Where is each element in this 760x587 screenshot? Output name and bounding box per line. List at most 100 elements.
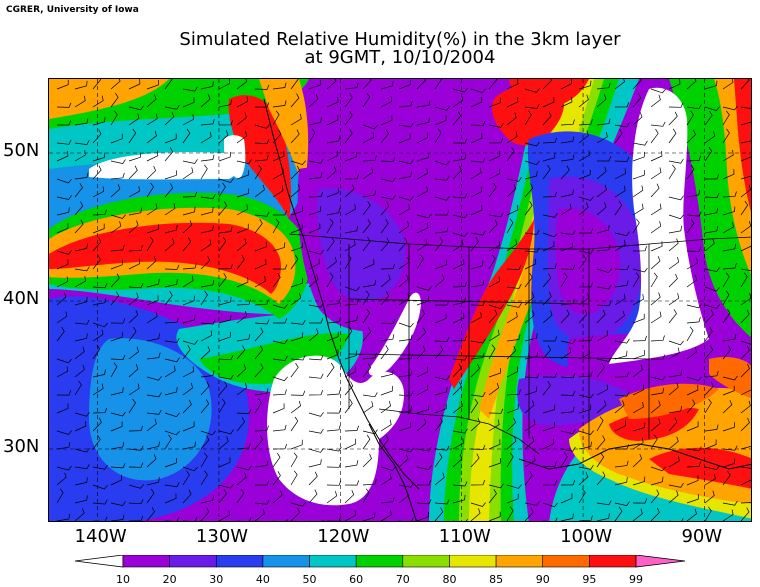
legend-box [542,555,590,568]
wind-barb [686,258,698,270]
wind-barb [308,428,324,434]
wind-barb [236,364,247,378]
wind-barb [128,309,139,324]
wind-barb [272,443,288,450]
wind-barb [146,130,157,144]
wind-barb [488,458,501,468]
wind-barb [632,140,648,146]
wind-barb [326,491,338,504]
wind-barb [164,224,178,234]
wind-barb [56,139,72,145]
wind-barb [722,375,738,381]
wind-barb [668,225,683,234]
wind-barb [146,295,159,306]
wind-barb [452,312,465,324]
wind-barb [686,461,701,468]
wind-barb [272,389,287,396]
wind-barb [344,93,353,108]
wind-barb [218,483,234,489]
wind-barb [398,196,414,201]
wind-barb [398,221,410,234]
wind-barb [614,391,630,397]
wind-barb [434,452,443,468]
wind-barb [722,509,734,521]
wind-barb [650,418,661,432]
wind-barb [632,294,644,306]
wind-barb [200,507,210,521]
wind-barb [560,373,576,379]
wind-barb [686,155,701,162]
wind-barb [380,96,393,108]
wind-barb [506,452,514,468]
wind-barb [74,296,88,306]
wind-barb [236,383,248,396]
wind-barb [362,279,377,288]
wind-barb [92,152,106,162]
wind-barb [380,509,392,521]
wind-barb [272,129,282,144]
wind-barb [308,79,321,90]
wind-barb [632,203,644,216]
wind-barb [362,392,378,398]
wind-barb [650,121,666,127]
wind-barb [686,246,702,252]
wind-barb [344,480,360,486]
wind-barb [344,82,359,90]
wind-barb [470,312,482,324]
wind-barb [686,346,697,360]
wind-barb [380,435,389,450]
wind-barb [309,318,324,324]
wind-barb [596,309,606,324]
wind-barb [488,419,500,432]
wind-barb [596,244,611,252]
wind-barb [686,494,699,504]
wind-barb [416,465,432,470]
wind-barb [218,79,231,90]
wind-barb [290,223,303,234]
wind-barb [452,87,468,93]
wind-barb [416,384,429,396]
wind-barb [524,400,535,414]
wind-barb [542,79,552,90]
wind-barb [290,400,301,414]
wind-barb [200,225,214,234]
wind-barb [308,94,319,108]
wind-barb [56,472,67,486]
wind-barb [164,482,180,488]
wind-barb [543,517,558,521]
wind-barb [704,80,718,90]
wind-barb [326,237,335,252]
wind-barb [470,479,486,486]
legend-tick-labels: 10 20 30 40 50 60 70 80 85 90 95 99 [116,573,643,586]
border-state-8 [348,353,650,360]
wind-barb [416,239,428,252]
wind-barb [290,242,304,252]
wind-barb [614,102,630,108]
wind-barb [74,80,88,90]
wind-barb [344,286,360,292]
wind-barb [416,132,429,144]
wind-barb [704,490,715,504]
wind-barb [488,483,504,489]
wind-barb [200,330,212,342]
wind-barb [578,293,590,306]
wind-barb [200,194,216,200]
field-yellow-band [469,79,594,521]
wind-barb [146,113,158,126]
wind-barb [596,166,607,180]
wind-barb [524,160,540,166]
wind-barb [92,282,108,289]
wind-barb [183,516,198,521]
wind-barb [542,164,551,180]
wind-barb [398,422,412,432]
wind-barb [578,348,591,360]
wind-barb [56,403,69,414]
wind-barb [236,417,246,432]
wind-barb [668,436,679,450]
wind-barb [398,322,414,328]
wind-barb [254,259,267,270]
wind-barb [56,79,69,90]
wind-barb [128,283,144,289]
wind-barb [344,239,356,252]
wind-barb [380,194,396,200]
